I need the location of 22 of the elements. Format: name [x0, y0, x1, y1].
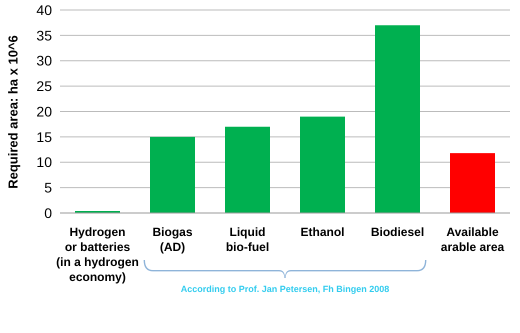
bar: [300, 116, 345, 213]
x-tick-label: Ethanol: [300, 224, 344, 239]
y-tick-label: 5: [44, 180, 52, 196]
bar: [150, 136, 195, 213]
x-tick-label: Biodiesel: [370, 224, 424, 239]
bar: [375, 25, 420, 213]
text: According to Prof. Jan Petersen, Fh Bingen 2008: [180, 284, 390, 294]
x-tick-label: Liquid bio-fuel: [226, 224, 270, 254]
y-tick-label: 35: [36, 27, 52, 44]
y-tick-label: 0: [44, 204, 52, 221]
bar: [450, 153, 495, 213]
y-tick-label: 25: [36, 78, 52, 94]
y-tick-label: 10: [36, 154, 52, 170]
y-tick-label: 40: [36, 2, 52, 18]
x-tick-label: Hydrogen or batteries (in a hydrogen economy): [56, 224, 139, 284]
bar: [225, 126, 270, 213]
y-tick-label: 20: [36, 103, 52, 120]
x-tick-label: Available arable area: [440, 224, 505, 254]
y-axis-title: Required area: ha x 10^6: [5, 35, 20, 189]
x-tick-label: Biogas (AD): [152, 224, 193, 254]
y-tick-label: 30: [36, 52, 52, 69]
y-tick-label: 15: [36, 128, 52, 145]
